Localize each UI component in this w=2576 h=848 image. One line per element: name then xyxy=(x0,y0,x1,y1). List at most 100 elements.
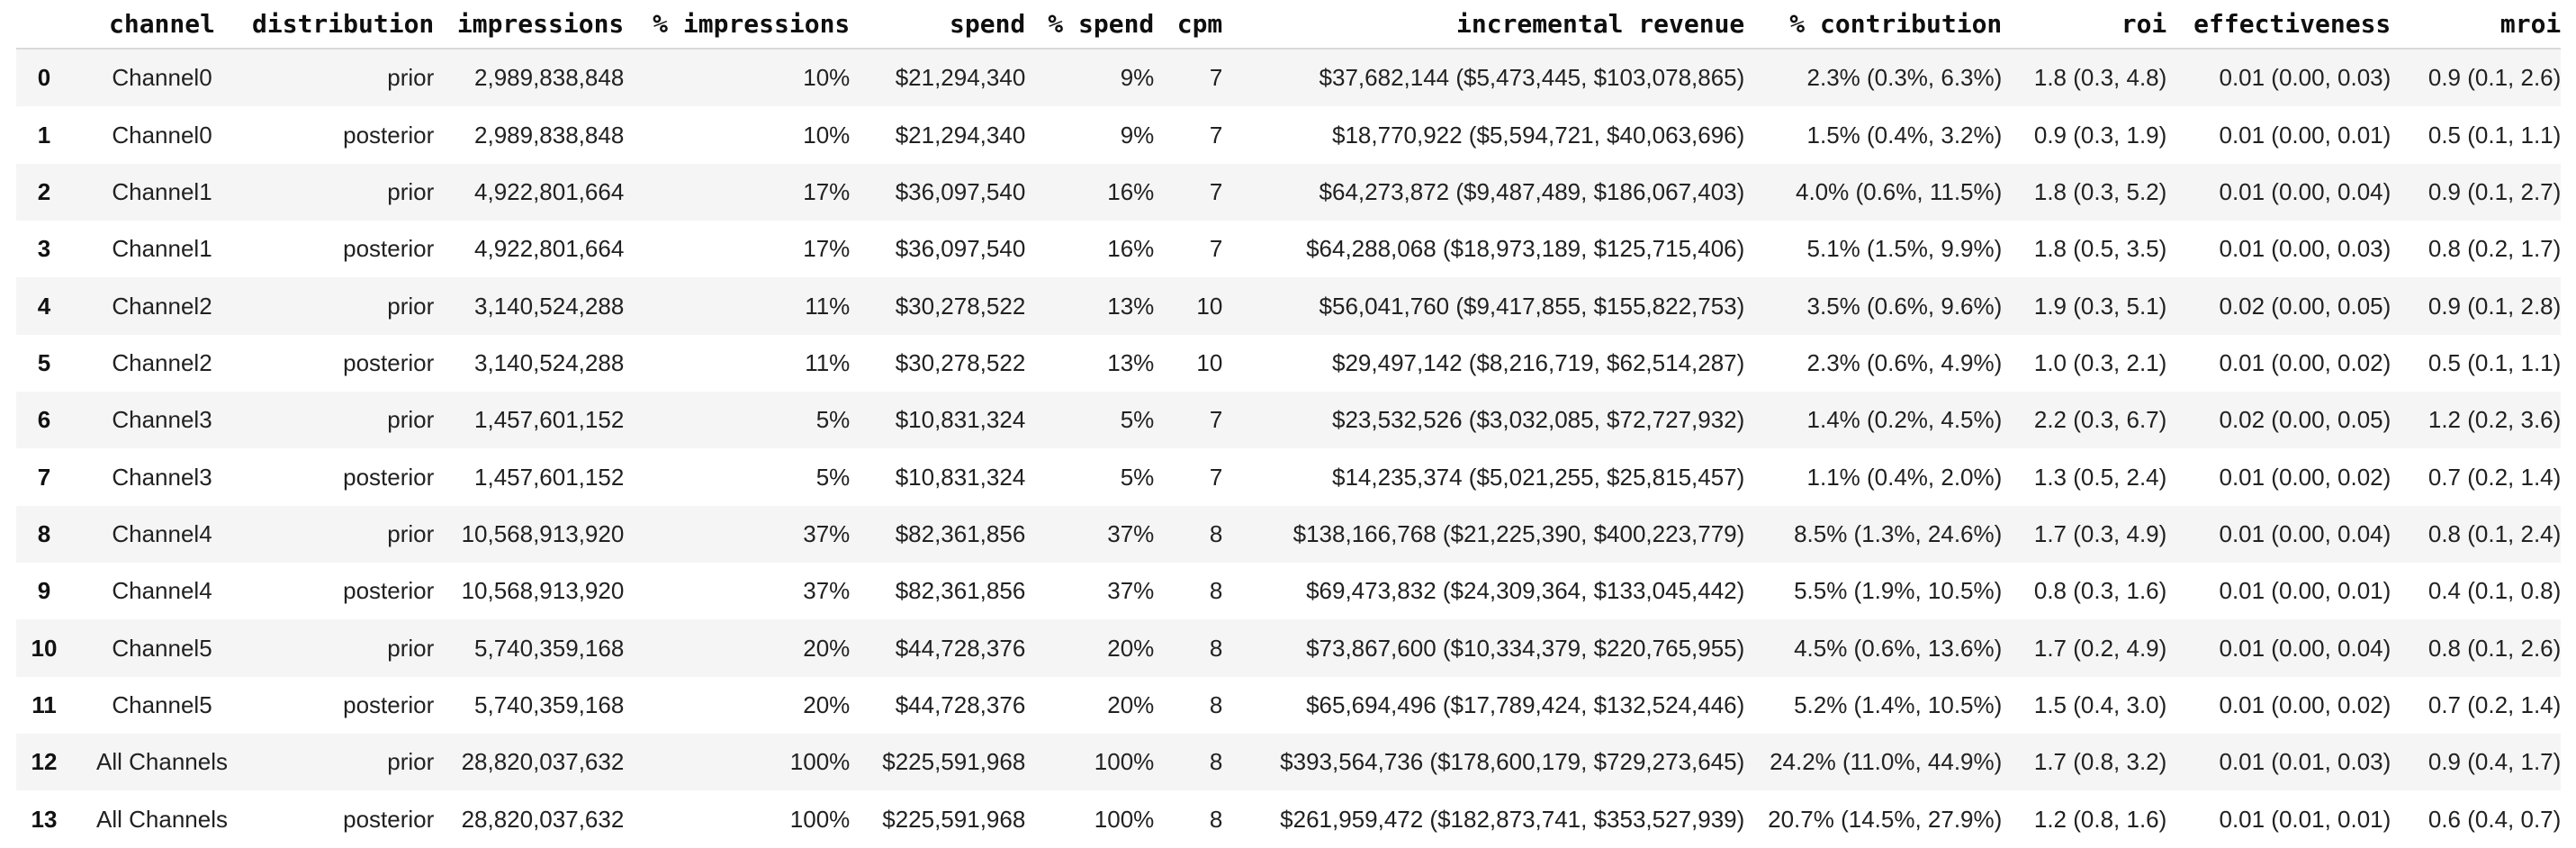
column-header-cpm: cpm xyxy=(1154,0,1223,50)
table-cell: Channel5 xyxy=(112,690,212,718)
table-cell: 20% xyxy=(803,634,851,662)
table-row: 3 Channel1 posterior 4,922,801,664 17% $36,09… xyxy=(16,221,2562,277)
table-row: 10 Channel5 prior 5,740,359,168 20% $44,728,3… xyxy=(16,619,2562,677)
table-cell: 13% xyxy=(1107,292,1155,320)
table-cell: 2.3% (0.3%, 6.3%) xyxy=(1806,64,2003,92)
table-cell: 11% xyxy=(805,348,851,376)
table-header: channel distribution impressions% impressi… xyxy=(16,0,2562,50)
table-cell: 0.01 (0.00, 0.04) xyxy=(2219,177,2391,205)
table-cell: 5% xyxy=(815,406,851,434)
table-cell: $37,682,144 ($5,473,445, $103,078,865) xyxy=(1319,64,1745,92)
table-cell: posterior xyxy=(343,348,435,376)
table-cell: $65,694,496 ($17,789,424, $132,524,446) xyxy=(1306,690,1745,718)
table-cell: 0.02 (0.00, 0.05) xyxy=(2219,406,2391,434)
header-row: channel distribution impressions% impressi… xyxy=(16,0,2562,50)
table-cell: 7 xyxy=(1209,177,1223,205)
table-cell: 20% xyxy=(803,690,851,718)
table-cell: 9% xyxy=(1120,64,1155,92)
table-cell: Channel4 xyxy=(112,519,212,547)
table-cell: 16% xyxy=(1107,235,1155,263)
table-cell: $30,278,522 xyxy=(895,348,1026,376)
table-cell: 0.01 (0.00, 0.03) xyxy=(2219,64,2391,92)
table-cell: 3.5% (0.6%, 9.6%) xyxy=(1806,292,2003,320)
table-cell: 1.8 (0.3, 5.2) xyxy=(2033,177,2167,205)
table-cell: Channel2 xyxy=(112,292,212,320)
table-cell: 0.01 (0.00, 0.01) xyxy=(2219,577,2391,605)
table-cell: $261,959,472 ($182,873,741, $353,527,939… xyxy=(1280,805,1745,833)
table-cell: 8 xyxy=(1209,748,1223,776)
row-index: 4 xyxy=(37,292,51,320)
table-cell: $82,361,856 xyxy=(895,577,1026,605)
table-cell: $69,473,832 ($24,309,364, $133,045,442) xyxy=(1306,577,1745,605)
table-cell: 2,989,838,848 xyxy=(474,121,625,149)
table-cell: 13% xyxy=(1107,348,1155,376)
column-header-contribution: % contribution xyxy=(1744,0,2003,50)
table-cell: 0.01 (0.01, 0.03) xyxy=(2219,748,2391,776)
table-cell: 7 xyxy=(1209,235,1223,263)
table-row: 12 All Channels prior 28,820,037,632 100% $22… xyxy=(16,734,2562,791)
table-cell: 8.5% (1.3%, 24.6%) xyxy=(1794,519,2003,547)
table-cell: 3,140,524,288 xyxy=(474,348,625,376)
table-row: 8 Channel4 prior 10,568,913,920 37% $82,361,8… xyxy=(16,505,2562,564)
table-cell: 8 xyxy=(1209,634,1223,662)
table-cell: 0.01 (0.00, 0.03) xyxy=(2219,235,2391,263)
table-cell: 37% xyxy=(803,519,851,547)
table-row: 5 Channel2 posterior 3,140,524,288 11% $30,27… xyxy=(16,335,2562,392)
table-cell: Channel4 xyxy=(112,577,212,605)
table-cell: 100% xyxy=(1094,748,1155,776)
table-cell: prior xyxy=(387,748,435,776)
table-cell: posterior xyxy=(343,577,435,605)
table-cell: 1,457,601,152 xyxy=(474,406,625,434)
table-cell: 7 xyxy=(1209,121,1223,149)
table-cell: $30,278,522 xyxy=(895,292,1026,320)
table-cell: posterior xyxy=(343,805,435,833)
table-cell: 5,740,359,168 xyxy=(474,634,625,662)
table-cell: Channel1 xyxy=(112,177,212,205)
table-cell: All Channels xyxy=(96,748,228,776)
table-cell: 28,820,037,632 xyxy=(461,748,625,776)
table-cell: $21,294,340 xyxy=(895,64,1026,92)
table-cell: 0.8 (0.2, 1.7) xyxy=(2427,235,2562,263)
table-cell: 0.9 (0.3, 1.9) xyxy=(2033,121,2167,149)
table-cell: 2,989,838,848 xyxy=(474,64,625,92)
column-header-distribution: distribution xyxy=(252,0,435,50)
table-cell: 5.1% (1.5%, 9.9%) xyxy=(1806,235,2003,263)
table-cell: Channel1 xyxy=(112,235,212,263)
table-cell: 9% xyxy=(1120,121,1155,149)
table-cell: 17% xyxy=(803,177,851,205)
table-cell: prior xyxy=(387,519,435,547)
table-cell: 0.6 (0.4, 0.7) xyxy=(2427,805,2562,833)
table-cell: 0.8 (0.1, 2.4) xyxy=(2427,519,2562,547)
table-cell: 8 xyxy=(1209,690,1223,718)
table-cell: $10,831,324 xyxy=(895,463,1026,491)
table-cell: 4,922,801,664 xyxy=(474,177,625,205)
column-header-roi: roi xyxy=(2002,0,2167,50)
table-cell: posterior xyxy=(343,235,435,263)
table-cell: 7 xyxy=(1209,463,1223,491)
table-cell: $82,361,856 xyxy=(895,519,1026,547)
table-cell: $225,591,968 xyxy=(882,805,1026,833)
table-cell: 1.3 (0.5, 2.4) xyxy=(2033,463,2167,491)
table-cell: 10 xyxy=(1196,292,1223,320)
table-cell: 7 xyxy=(1209,64,1223,92)
table-cell: 100% xyxy=(1094,805,1155,833)
row-index: 1 xyxy=(37,121,51,149)
table-cell: $225,591,968 xyxy=(882,748,1026,776)
table-cell: $44,728,376 xyxy=(895,634,1026,662)
column-header-effectiveness: effectiveness xyxy=(2166,0,2391,50)
row-index: 8 xyxy=(37,519,51,547)
table-cell: $23,532,526 ($3,032,085, $72,727,932) xyxy=(1332,406,1745,434)
table-cell: 1.9 (0.3, 5.1) xyxy=(2033,292,2167,320)
table-cell: posterior xyxy=(343,463,435,491)
table-row: 2 Channel1 prior 4,922,801,664 17% $36,097,54… xyxy=(16,163,2562,221)
table-cell: 4,922,801,664 xyxy=(474,235,625,263)
table-cell: 1.7 (0.3, 4.9) xyxy=(2033,519,2167,547)
row-index: 5 xyxy=(37,348,51,376)
table-cell: 8 xyxy=(1209,805,1223,833)
table-cell: 0.5 (0.1, 1.1) xyxy=(2427,348,2562,376)
table-cell: 2.3% (0.6%, 4.9%) xyxy=(1806,348,2003,376)
table-cell: 5,740,359,168 xyxy=(474,690,625,718)
table-cell: 100% xyxy=(789,748,851,776)
column-header-spend: % spend xyxy=(1025,0,1155,50)
table-cell: 28,820,037,632 xyxy=(461,805,625,833)
